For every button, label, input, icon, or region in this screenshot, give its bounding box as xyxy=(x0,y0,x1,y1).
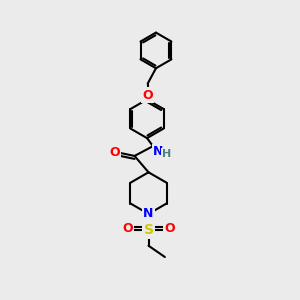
Text: H: H xyxy=(162,149,171,159)
Text: N: N xyxy=(143,207,154,220)
Text: O: O xyxy=(110,146,120,160)
Text: O: O xyxy=(142,88,153,101)
Text: N: N xyxy=(153,145,164,158)
Text: O: O xyxy=(164,222,175,235)
Text: O: O xyxy=(122,222,133,235)
Text: S: S xyxy=(143,223,154,237)
